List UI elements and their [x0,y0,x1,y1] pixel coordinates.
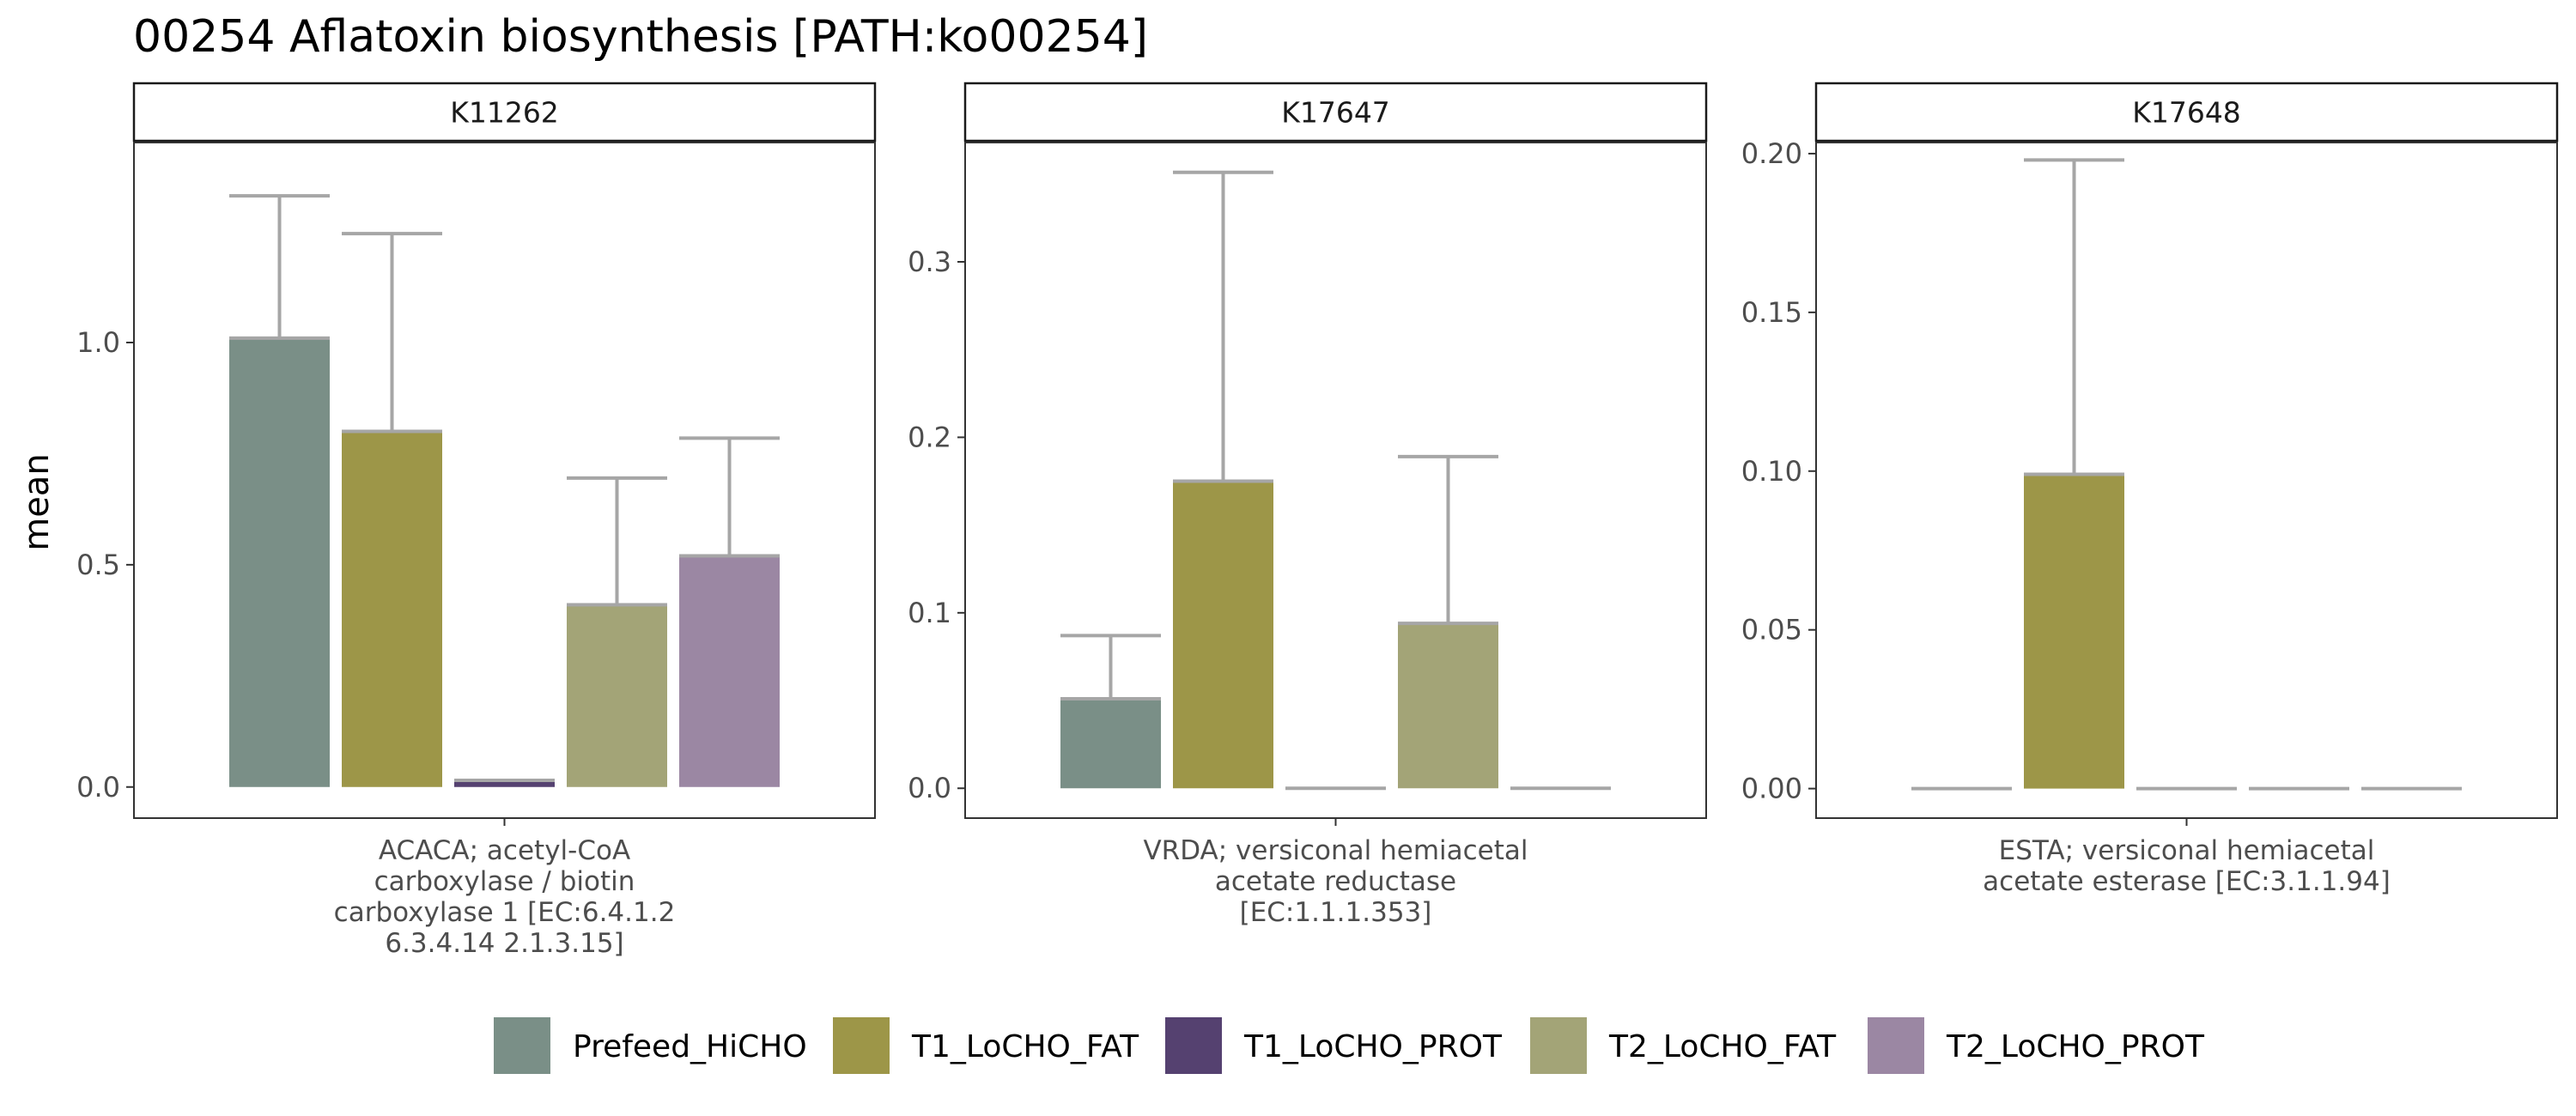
legend-swatch [1868,1017,1924,1074]
y-tick-label: 0.1 [908,597,951,629]
x-category-label-line: carboxylase / biotin [374,866,635,897]
error-bar [679,436,780,558]
y-tick-label: 0.0 [908,772,951,804]
legend: Prefeed_HiCHO T1_LoCHO_FAT T1_LoCHO_PROT T2… [494,1017,2205,1074]
y-tick-label: 0.0 [76,771,120,804]
y-tick-label: 0.5 [76,549,120,581]
legend-label: T2_LoCHO_PROT [1946,1029,2205,1064]
y-tick-label: 0.3 [908,246,951,278]
error-bar [342,232,442,434]
legend-item-t1-locho-fat: T1_LoCHO_FAT [833,1017,1139,1074]
bar-prefeed-hicho [229,337,330,787]
panel-border [1815,142,2558,819]
error-bar [1173,170,1273,483]
facet-strip [1814,82,2559,143]
error-bar [567,476,667,607]
legend-label: Prefeed_HiCHO [573,1029,807,1064]
legend-item-t2-locho-prot: T2_LoCHO_PROT [1868,1017,2205,1074]
x-category-label-line: 6.3.4.14 2.1.3.15] [385,928,623,959]
legend-swatch [833,1017,890,1074]
x-category-label-line: VRDA; versiconal hemiacetal [1143,835,1528,866]
chart-title: 00254 Aflatoxin biosynthesis [PATH:ko002… [133,11,1148,63]
y-tick-label: 0.00 [1741,773,1802,805]
x-category-label-line: [EC:1.1.1.353] [1240,897,1432,928]
bar-t2-locho-prot [679,555,780,787]
bar-t1-locho-fat [1173,481,1273,789]
facet-strip-label: K17648 [2132,96,2241,130]
legend-label: T2_LoCHO_FAT [1608,1029,1837,1064]
legend-swatch [1165,1017,1222,1074]
facet-panel-k17647: K17647 0.0 0.1 0.2 0.3 VRDA; versiconal hemia… [908,82,1708,928]
bar-t2-locho-fat [1398,623,1498,789]
bar-prefeed-hicho [1060,698,1161,789]
error-bar [229,194,330,340]
bar-t1-locho-fat [342,431,442,787]
x-category-label-line: ACACA; acetyl-CoA [379,835,630,866]
x-category-label-line: ESTA; versiconal hemiacetal [1999,835,2375,866]
error-bar [1398,454,1498,626]
error-bar [2024,158,2124,476]
legend-swatch [1530,1017,1587,1074]
x-category-label-line: acetate reductase [1215,866,1456,897]
facet-panel-k17648: K17648 0.00 0.05 0.10 0.15 0.20 ESTA; versicon… [1741,82,2559,897]
facet-strip-label: K11262 [450,96,559,130]
legend-item-t2-locho-fat: T2_LoCHO_FAT [1530,1017,1837,1074]
facet-strip [963,82,1708,143]
legend-label: T1_LoCHO_PROT [1243,1029,1503,1064]
bar-t2-locho-fat [567,604,667,787]
y-axis-label: mean [17,453,57,550]
x-category-label-line: acetate esterase [EC:3.1.1.94] [1983,866,2391,897]
y-tick-label: 0.10 [1741,455,1802,488]
y-tick-label: 0.20 [1741,137,1802,170]
legend-swatch [494,1017,550,1074]
bar-t1-locho-fat [2024,474,2124,789]
facet-strip-label: K17647 [1281,96,1390,130]
y-tick-label: 1.0 [76,326,120,359]
y-tick-label: 0.15 [1741,296,1802,329]
legend-item-t1-locho-prot: T1_LoCHO_PROT [1165,1017,1503,1074]
facet-strip [132,82,877,143]
y-tick-label: 0.2 [908,421,951,453]
y-tick-label: 0.05 [1741,614,1802,646]
legend-item-prefeed-hicho: Prefeed_HiCHO [494,1017,807,1074]
legend-label: T1_LoCHO_FAT [911,1029,1139,1064]
error-bar [1060,634,1161,701]
x-category-label-line: carboxylase 1 [EC:6.4.1.2 [334,897,676,928]
bar-t1-locho-prot [454,779,555,787]
